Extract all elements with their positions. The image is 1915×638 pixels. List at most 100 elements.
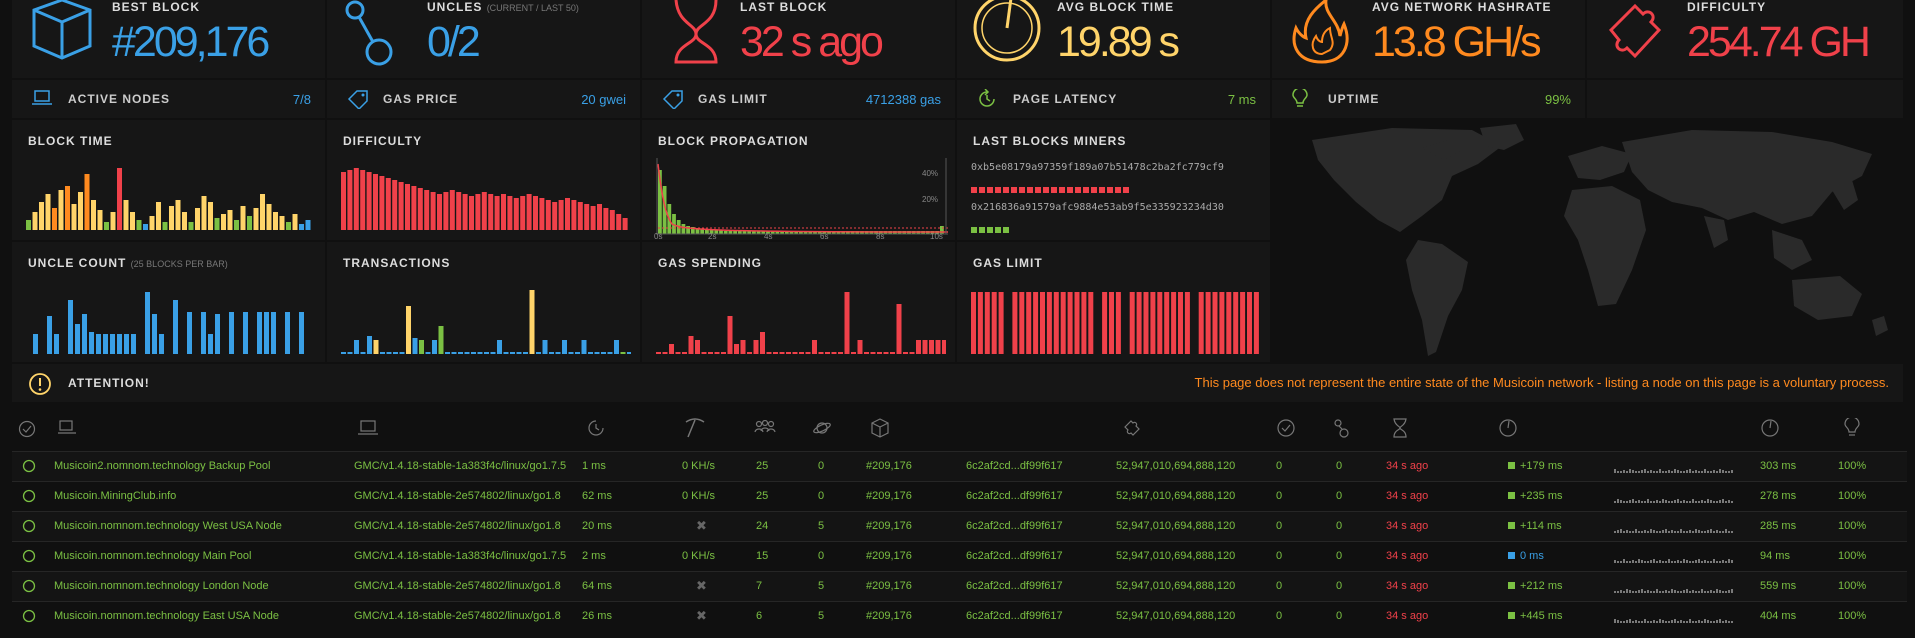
bar (817, 231, 822, 234)
last-block-value: 32 s ago (740, 18, 884, 66)
node-name-icon[interactable] (58, 420, 76, 436)
bar (705, 229, 709, 234)
bar (789, 231, 794, 234)
planet-icon[interactable] (812, 418, 832, 438)
bar (130, 212, 135, 230)
bar (510, 352, 515, 354)
bar (701, 352, 707, 354)
propagation-gauge-icon[interactable] (1498, 418, 1518, 438)
cell-pending: 0 (818, 550, 825, 562)
bar (366, 172, 372, 230)
pin-node-icon[interactable] (22, 579, 36, 593)
bar (264, 312, 269, 354)
bar (831, 231, 836, 234)
gas-price-label: GAS PRICE (383, 92, 459, 106)
miner-address: 0xb5e08179a97359f189a07b51478c2ba2fc779c… (971, 162, 1224, 173)
table-row[interactable]: Musicoin.nomnom.technology East USA Node… (12, 601, 1907, 631)
table-row[interactable]: Musicoin.nomnom.technology Main Pool GMC/… (12, 541, 1907, 571)
pin-node-icon[interactable] (22, 489, 36, 503)
transactions-check-icon[interactable] (1276, 418, 1296, 438)
check-circle-icon[interactable] (18, 420, 36, 438)
uncles-small-icon[interactable] (1332, 418, 1352, 438)
mined-block (1123, 187, 1129, 193)
bar (622, 218, 628, 230)
bar (614, 340, 619, 354)
block-time-title: BLOCK TIME (28, 134, 113, 148)
attention-label: ATTENTION! (68, 376, 150, 390)
block-cube-icon[interactable] (870, 418, 890, 438)
bar (1109, 292, 1114, 354)
cell-total-difficulty: 52,947,010,694,888,120 (1116, 520, 1236, 532)
bar (1198, 292, 1204, 354)
bar (594, 352, 600, 354)
x-tick: 10s (930, 232, 943, 241)
mined-block (1107, 187, 1113, 193)
bar (214, 218, 220, 230)
uptime-bulb-icon[interactable] (1844, 418, 1860, 438)
cell-uptime: 100% (1838, 520, 1867, 532)
node-type-icon[interactable] (358, 420, 378, 436)
bar (831, 352, 837, 354)
uptime-value: 99% (1544, 92, 1571, 107)
table-row[interactable]: Musicoin.MiningClub.info GMC/v1.4.18-stab… (12, 481, 1907, 511)
table-row[interactable]: Musicoin.nomnom.technology London Node GM… (12, 571, 1907, 601)
bar (136, 220, 142, 230)
cell-peers: 7 (756, 580, 763, 592)
mined-block (971, 187, 977, 193)
bar (253, 208, 259, 230)
pin-node-icon[interactable] (22, 549, 36, 563)
cell-avg-prop: 559 ms (1760, 580, 1797, 592)
table-row[interactable]: Musicoin2.nomnom.technology Backup Pool G… (12, 451, 1907, 481)
bar (97, 210, 103, 230)
bar (799, 231, 803, 234)
peers-icon[interactable] (754, 420, 776, 434)
uncles-sub-label: (CURRENT / LAST 50) (486, 3, 579, 13)
avg-block-time-value: 19.89 s (1057, 18, 1180, 66)
bar (984, 292, 990, 354)
bar (379, 176, 385, 230)
bar (740, 340, 746, 354)
latency-icon[interactable] (586, 418, 606, 438)
table-row[interactable]: Musicoin.nomnom.technology West USA Node… (12, 511, 1907, 541)
cell-uncles: 0 (1336, 460, 1343, 472)
bar (675, 352, 681, 354)
bar (756, 231, 761, 234)
bar (1157, 292, 1163, 354)
pickaxe-icon[interactable] (684, 418, 706, 438)
pin-node-icon[interactable] (22, 519, 36, 533)
warning-icon (29, 373, 51, 395)
cell-txs: 0 (1276, 460, 1283, 472)
gas-limit-label: GAS LIMIT (698, 92, 768, 106)
avg-block-time-label: AVG BLOCK TIME (1057, 0, 1175, 14)
bar (432, 340, 437, 354)
cell-uptime: 100% (1838, 580, 1867, 592)
cell-latency: 64 ms (582, 580, 612, 592)
bar (542, 340, 548, 354)
propagation-value: +445 ms (1520, 610, 1563, 622)
avg-propagation-gauge-icon[interactable] (1760, 418, 1780, 438)
gas-price-value: 20 gwei (581, 92, 626, 107)
cell-hashrate: 0 KH/s (682, 550, 716, 562)
bar (760, 332, 765, 354)
bar (1136, 292, 1142, 354)
bar (490, 352, 496, 354)
bar (240, 206, 246, 230)
bar (1102, 292, 1108, 354)
cell-block: #209,176 (866, 550, 912, 562)
cell-txs: 0 (1276, 490, 1283, 502)
bar (201, 196, 207, 230)
pin-node-icon[interactable] (22, 459, 36, 473)
bar (549, 352, 554, 354)
cell-peers: 25 (756, 460, 769, 472)
last-block-hourglass-icon[interactable] (1392, 418, 1408, 438)
difficulty-puzzle-icon[interactable] (1122, 418, 1142, 438)
cell-last-block: 34 s ago (1386, 550, 1429, 562)
bar (935, 340, 941, 354)
world-map[interactable] (1272, 120, 1903, 362)
last-blocks-miners-panel: LAST BLOCKS MINERS 0xb5e08179a97359f189a… (957, 120, 1270, 240)
pin-node-icon[interactable] (22, 609, 36, 623)
bar (813, 231, 817, 234)
cell-block: #209,176 (866, 520, 912, 532)
bar (656, 352, 661, 354)
propagation-history-sparkline (1614, 559, 1733, 563)
